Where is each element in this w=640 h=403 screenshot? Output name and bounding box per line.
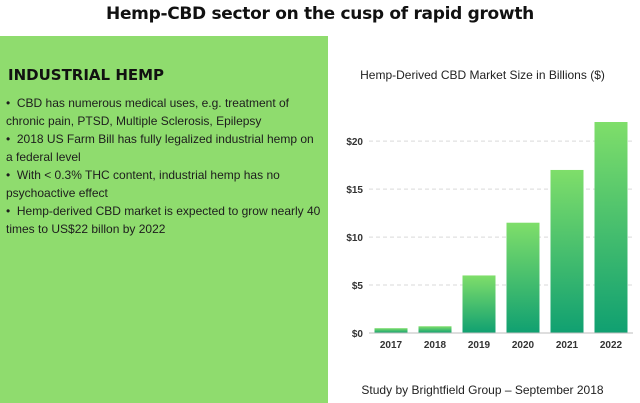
x-tick-label: 2017 xyxy=(380,340,403,351)
bar-2021 xyxy=(550,169,584,333)
bullet-item: Hemp-derived CBD market is expected to g… xyxy=(6,202,322,238)
bar-2020 xyxy=(506,222,540,333)
bar-2018 xyxy=(418,326,452,333)
y-tick-label: $15 xyxy=(346,185,363,196)
bar-2019 xyxy=(462,275,496,333)
chart-title: Hemp-Derived CBD Market Size in Billions… xyxy=(360,68,605,82)
bullet-item: CBD has numerous medical uses, e.g. trea… xyxy=(6,94,322,130)
x-tick-label: 2022 xyxy=(600,340,623,351)
bar-2022 xyxy=(594,122,628,333)
page-title: Hemp-CBD sector on the cusp of rapid gro… xyxy=(106,4,534,24)
y-tick-label: $20 xyxy=(346,137,363,148)
bar-2017 xyxy=(374,328,408,333)
x-tick-label: 2018 xyxy=(424,340,447,351)
bullet-item: With < 0.3% THC content, industrial hemp… xyxy=(6,166,322,202)
y-tick-label: $5 xyxy=(352,281,364,292)
bullet-item: 2018 US Farm Bill has fully legalized in… xyxy=(6,130,322,166)
panel-heading: INDUSTRIAL HEMP xyxy=(8,66,165,84)
bar-chart: $0 $5 $10 $15 $20 2017 2018 2019 2020 2021 2022 xyxy=(346,122,633,351)
bullet-list: CBD has numerous medical uses, e.g. trea… xyxy=(6,94,322,238)
x-tick-label: 2019 xyxy=(468,340,491,351)
y-tick-label: $0 xyxy=(352,329,364,340)
y-tick-label: $10 xyxy=(346,233,363,244)
x-tick-label: 2020 xyxy=(512,340,535,351)
industrial-hemp-panel: INDUSTRIAL HEMP CBD has numerous medical… xyxy=(0,36,328,403)
source-footnote: Study by Brightfield Group – September 2… xyxy=(361,383,604,397)
x-tick-label: 2021 xyxy=(556,340,579,351)
